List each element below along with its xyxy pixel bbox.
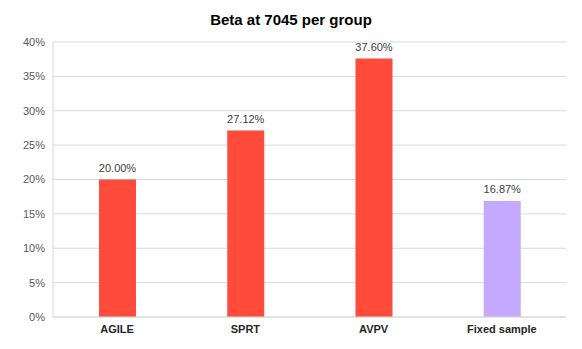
svg-text:15%: 15% <box>23 208 45 220</box>
svg-text:40%: 40% <box>23 36 45 48</box>
svg-text:25%: 25% <box>23 139 45 151</box>
svg-text:10%: 10% <box>23 242 45 254</box>
svg-text:20%: 20% <box>23 173 45 185</box>
svg-text:20.00%: 20.00% <box>99 162 137 174</box>
svg-text:27.12%: 27.12% <box>227 113 265 125</box>
svg-text:37.60%: 37.60% <box>355 41 393 53</box>
svg-text:0%: 0% <box>29 311 45 323</box>
html-text:Beta at 7045 per group: Beta at 7045 per group <box>210 11 372 28</box>
svg-text:16.87%: 16.87% <box>484 183 522 195</box>
svg-text:SPRT: SPRT <box>231 323 261 335</box>
svg-text:AGILE: AGILE <box>100 323 134 335</box>
svg-text:AVPV: AVPV <box>359 323 389 335</box>
svg-text:35%: 35% <box>23 70 45 82</box>
svg-text:5%: 5% <box>29 277 45 289</box>
svg-text:30%: 30% <box>23 105 45 117</box>
svg-text:Fixed sample: Fixed sample <box>467 323 537 335</box>
